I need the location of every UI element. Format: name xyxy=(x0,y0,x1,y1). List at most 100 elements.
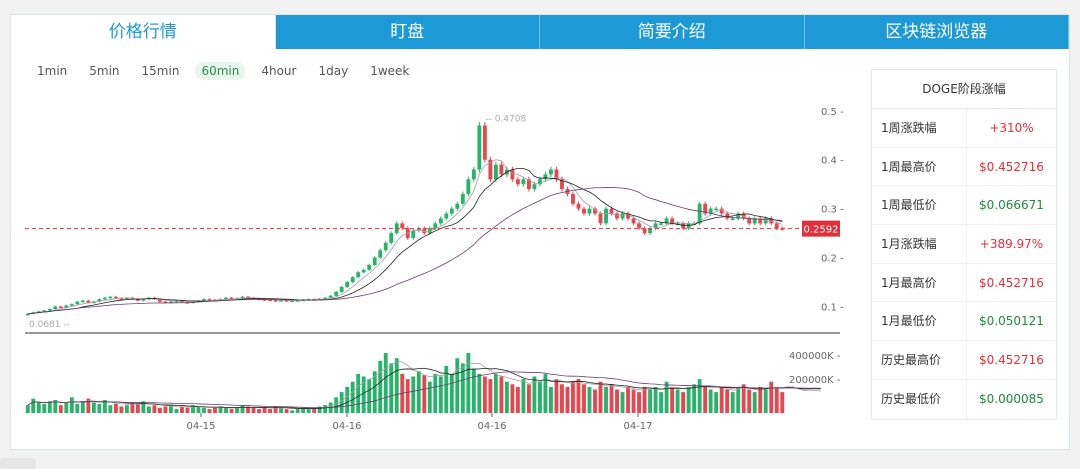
volume-bar xyxy=(389,363,394,413)
volume-bar xyxy=(427,381,432,413)
candle-body xyxy=(119,298,124,300)
volume-bar xyxy=(339,392,344,413)
volume-bar xyxy=(290,410,295,413)
candle-body xyxy=(615,213,619,219)
volume-bar xyxy=(411,376,416,413)
volume-bar xyxy=(763,389,768,413)
scroll-stub xyxy=(0,458,36,469)
volume-bar xyxy=(312,407,317,413)
candle-body xyxy=(80,300,85,303)
volume-bar xyxy=(675,389,680,413)
candle-body xyxy=(510,169,515,180)
volume-bar xyxy=(510,384,515,413)
volume-bar xyxy=(582,384,586,413)
price-tick-label: 0.5 - xyxy=(821,107,844,118)
candle-body xyxy=(593,208,597,214)
stats-value: $0.050121 xyxy=(979,314,1044,329)
volume-bar xyxy=(565,386,570,413)
volume-bar xyxy=(53,399,58,413)
volume-bar xyxy=(108,405,113,413)
tab-explorer[interactable]: 区块链浏览器 xyxy=(804,15,1069,49)
volume-bar xyxy=(246,406,250,413)
stats-value: +389.97% xyxy=(979,237,1044,252)
candle-body xyxy=(730,218,735,220)
volume-bar xyxy=(714,392,719,413)
candle-body xyxy=(725,213,730,219)
volume-bar xyxy=(152,405,157,413)
volume-bar xyxy=(499,376,504,413)
volume-bar xyxy=(598,381,603,413)
volume-bar xyxy=(323,405,328,413)
interval-60min[interactable]: 60min xyxy=(195,62,246,80)
tab-intro[interactable]: 简要介绍 xyxy=(540,15,805,49)
interval-5min[interactable]: 5min xyxy=(89,64,120,78)
candle-body xyxy=(229,297,234,300)
volume-bar xyxy=(769,381,774,413)
candle-body xyxy=(708,208,713,214)
volume-bar xyxy=(642,386,647,413)
price-tick-label: 0.3 - xyxy=(821,205,844,216)
stats-value: $0.452716 xyxy=(979,275,1044,290)
candle-body xyxy=(532,184,537,190)
price-chart[interactable]: 0.5 - 0.4 - 0.3 - 0.2 - 0.1 - 0.2592 -- 0.4708… xyxy=(25,91,845,441)
stats-label: 历史最高价 xyxy=(872,341,967,379)
candle-body xyxy=(719,208,724,214)
volume-bar xyxy=(543,373,548,413)
candle-body xyxy=(526,179,531,190)
volume-bar xyxy=(648,389,652,413)
volume-bar xyxy=(438,376,443,413)
volume-bar xyxy=(549,386,553,413)
interval-15min[interactable]: 15min xyxy=(141,64,180,78)
candle-body xyxy=(158,299,162,302)
tab-price[interactable]: 价格行情 xyxy=(11,15,276,49)
candle-body xyxy=(367,264,372,270)
volume-bar xyxy=(25,405,30,413)
stats-value: $0.000085 xyxy=(979,391,1044,406)
volume-bar xyxy=(449,373,454,413)
volume-bar xyxy=(758,386,763,413)
stats-title: DOGE阶段涨幅 xyxy=(872,70,1056,109)
stats-row: 历史最低价 $0.000085 xyxy=(872,379,1056,419)
volume-bar xyxy=(681,392,686,413)
candle-body xyxy=(653,223,658,229)
candle-body xyxy=(664,218,669,224)
candle-body xyxy=(538,179,542,185)
x-tick-label: 04-15 xyxy=(186,421,215,432)
ma-line xyxy=(27,159,783,315)
volume-bar xyxy=(747,389,752,413)
volume-bar xyxy=(460,363,465,413)
ma-line xyxy=(27,168,783,315)
volume-bar xyxy=(124,405,129,413)
volume-bar xyxy=(36,402,41,413)
candle-body xyxy=(113,296,118,299)
interval-1week[interactable]: 1week xyxy=(370,64,410,78)
candle-body xyxy=(444,213,449,219)
stats-label: 1月涨跌幅 xyxy=(872,225,967,263)
candle-body xyxy=(609,208,614,214)
volume-bar xyxy=(587,386,592,413)
volume-bar xyxy=(174,409,179,413)
volume-bar xyxy=(725,389,730,413)
x-tick-label: 04-16 xyxy=(477,421,506,432)
candle-body xyxy=(769,218,774,224)
interval-4hour[interactable]: 4hour xyxy=(261,64,297,78)
candle-body xyxy=(433,223,438,229)
candle-body xyxy=(582,208,586,214)
tab-watch[interactable]: 盯盘 xyxy=(275,15,540,49)
volume-bar xyxy=(626,386,630,413)
volume-bar xyxy=(146,406,151,413)
market-card: 价格行情 盯盘 简要介绍 区块链浏览器 1min 5min 15min 60mi… xyxy=(10,14,1070,450)
candle-body xyxy=(102,297,107,300)
candle-body xyxy=(224,297,228,300)
volume-bar xyxy=(97,403,102,413)
candle-body xyxy=(345,282,350,287)
volume-bar xyxy=(593,389,597,413)
interval-1day[interactable]: 1day xyxy=(318,64,349,78)
volume-tick-label: 200000K - xyxy=(789,375,841,386)
interval-1min[interactable]: 1min xyxy=(37,64,68,78)
stats-value: +310% xyxy=(989,121,1034,135)
candle-body xyxy=(477,125,482,170)
stats-row: 1月最低价 $0.050121 xyxy=(872,302,1056,342)
candle-body xyxy=(659,223,664,225)
high-price-label: -- 0.4708 xyxy=(485,114,526,124)
